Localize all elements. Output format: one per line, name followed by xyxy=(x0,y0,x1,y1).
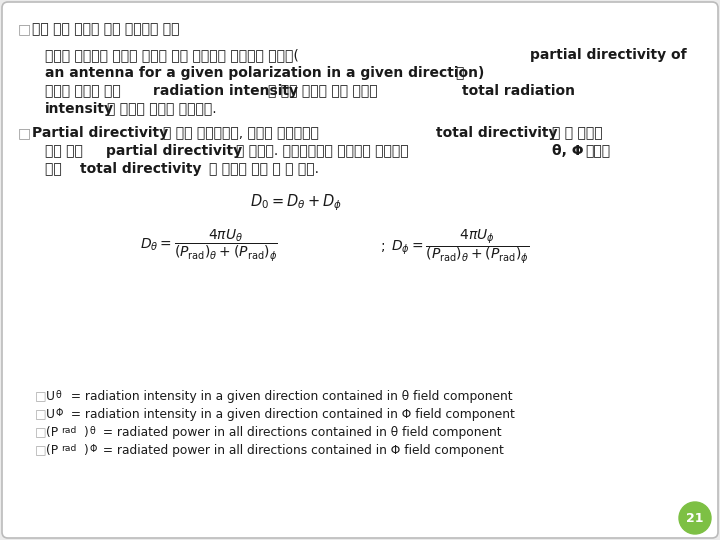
Text: 파에 대한: 파에 대한 xyxy=(45,144,87,158)
Text: Φ: Φ xyxy=(56,408,63,418)
Text: □: □ xyxy=(35,390,47,403)
Text: 에 대한 정의로부터, 주어진 방향에서의: 에 대한 정의로부터, 주어진 방향에서의 xyxy=(163,126,323,140)
Text: θ: θ xyxy=(56,390,62,400)
Text: total radiation: total radiation xyxy=(462,84,575,98)
Text: 는 두 직교편: 는 두 직교편 xyxy=(552,126,603,140)
Text: $D_\theta = \dfrac{4\pi U_\theta}{(P_{\rm rad})_\theta + (P_{\rm rad})_\phi}$: $D_\theta = \dfrac{4\pi U_\theta}{(P_{\r… xyxy=(140,228,278,264)
Text: 성분에: 성분에 xyxy=(585,144,610,158)
Text: θ: θ xyxy=(89,426,95,436)
Text: $; \; D_\phi = \dfrac{4\pi U_\phi}{(P_{\rm rad})_\theta + (P_{\rm rad})_\phi}$: $; \; D_\phi = \dfrac{4\pi U_\phi}{(P_{\… xyxy=(380,228,529,266)
Text: □: □ xyxy=(18,22,31,36)
Text: total directivity: total directivity xyxy=(80,162,202,176)
Text: intensity: intensity xyxy=(45,102,114,116)
Text: □: □ xyxy=(35,408,47,421)
Text: (P: (P xyxy=(46,426,58,439)
Text: = radiated power in all directions contained in Φ field component: = radiated power in all directions conta… xyxy=(99,444,504,457)
Text: □: □ xyxy=(35,444,47,457)
Text: Partial directivity: Partial directivity xyxy=(32,126,168,140)
Text: ): ) xyxy=(83,426,88,439)
Text: 주어진 방향에서 주어진 편파에 대한 안테나의 부분적인 지향성(: 주어진 방향에서 주어진 편파에 대한 안테나의 부분적인 지향성( xyxy=(45,48,299,62)
Text: an antenna for a given polarization in a given direction): an antenna for a given polarization in a… xyxy=(45,66,485,80)
Text: Φ: Φ xyxy=(89,444,96,454)
Text: = radiation intensity in a given direction contained in Φ field component: = radiation intensity in a given directi… xyxy=(67,408,515,421)
Text: partial directivity: partial directivity xyxy=(106,144,242,158)
Text: U: U xyxy=(46,408,55,421)
Text: 는 다음과 같이 쓸 수 있다.: 는 다음과 같이 쓸 수 있다. xyxy=(209,162,319,176)
Text: = radiation intensity in a given direction contained in θ field component: = radiation intensity in a given directi… xyxy=(67,390,513,403)
Text: θ, Φ: θ, Φ xyxy=(552,144,584,158)
Text: 를 전체 방향에 걸쳐 평균한: 를 전체 방향에 걸쳐 평균한 xyxy=(268,84,382,98)
Text: total directivity: total directivity xyxy=(436,126,557,140)
Text: 대한: 대한 xyxy=(45,162,66,176)
Text: U: U xyxy=(46,390,55,403)
Text: □: □ xyxy=(35,426,47,439)
Text: (P: (P xyxy=(46,444,58,457)
Circle shape xyxy=(679,502,711,534)
Text: □: □ xyxy=(18,126,31,140)
Text: rad: rad xyxy=(61,444,76,453)
Text: ): ) xyxy=(83,444,88,457)
Text: 로 나누는 값으로 정의한다.: 로 나누는 값으로 정의한다. xyxy=(107,102,217,116)
Text: 21: 21 xyxy=(686,511,703,524)
Text: 주어진 편파에 대한: 주어진 편파에 대한 xyxy=(45,84,125,98)
Text: 직교 편파 성분을 갖는 안테나에 대해: 직교 편파 성분을 갖는 안테나에 대해 xyxy=(32,22,179,36)
Text: partial directivity of: partial directivity of xyxy=(530,48,687,62)
Text: $D_0 = D_\theta + D_\phi$: $D_0 = D_\theta + D_\phi$ xyxy=(250,192,342,213)
Text: 은: 은 xyxy=(455,66,464,80)
Text: 의 합이다. 구좌표계에서 안테나의 직교하는: 의 합이다. 구좌표계에서 안테나의 직교하는 xyxy=(236,144,413,158)
Text: rad: rad xyxy=(61,426,76,435)
Text: radiation intensity: radiation intensity xyxy=(153,84,298,98)
Text: = radiated power in all directions contained in θ field component: = radiated power in all directions conta… xyxy=(99,426,502,439)
